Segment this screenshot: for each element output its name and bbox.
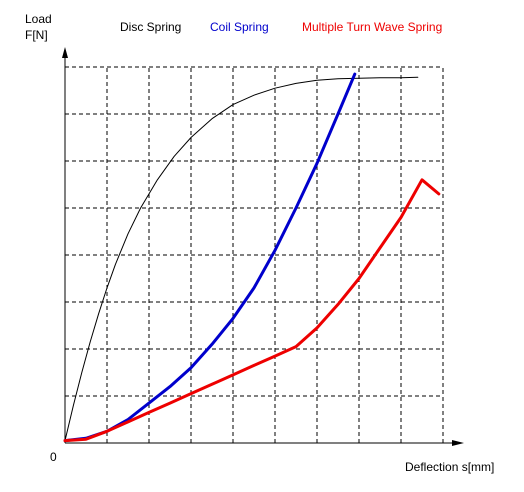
- legend-disc-spring: Disc Spring: [120, 20, 181, 34]
- wave-spring-curve: [63, 178, 441, 443]
- y-axis-label-unit: F[N]: [25, 28, 48, 42]
- legend-wave-spring: Multiple Turn Wave Spring: [302, 20, 442, 34]
- x-axis-label: Deflection s[mm]: [405, 460, 494, 474]
- y-axis-label-load: Load: [25, 12, 52, 26]
- x-axis-arrow: [452, 440, 464, 446]
- disc-spring-curve: [64, 76, 419, 442]
- origin-label: 0: [50, 450, 57, 464]
- legend-coil-spring: Coil Spring: [210, 20, 269, 34]
- series-lines: [63, 72, 441, 443]
- grid-lines: [65, 66, 444, 443]
- axes: [62, 47, 464, 446]
- y-axis-arrow: [62, 47, 68, 58]
